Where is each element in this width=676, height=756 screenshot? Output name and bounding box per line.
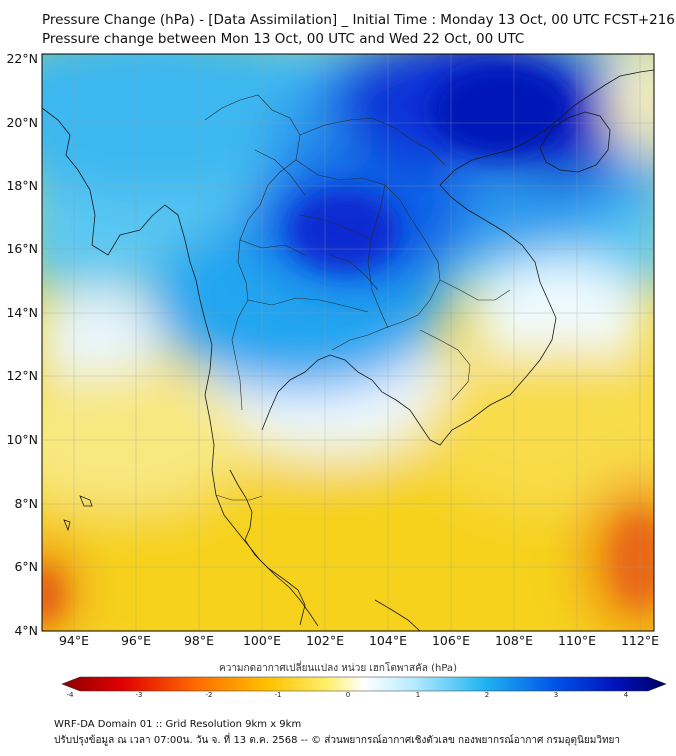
lon-tick-102e: 102°E bbox=[305, 633, 344, 648]
lon-tick-96e: 96°E bbox=[120, 633, 152, 648]
map-field bbox=[42, 54, 654, 631]
map-title: Pressure Change (hPa) - [Data Assimilati… bbox=[42, 12, 675, 28]
lat-tick-4n: 4°N bbox=[14, 623, 38, 638]
map-subtitle: Pressure change between Mon 13 Oct, 00 U… bbox=[42, 31, 525, 47]
lat-tick-10n: 10°N bbox=[6, 432, 38, 447]
lon-tick-110e: 110°E bbox=[557, 633, 596, 648]
footer-model-info: WRF-DA Domain 01 :: Grid Resolution 9km … bbox=[54, 719, 302, 730]
colorbar-tick: 0 bbox=[345, 691, 351, 699]
lat-tick-16n: 16°N bbox=[6, 241, 38, 256]
lon-tick-100e: 100°E bbox=[242, 633, 281, 648]
lat-tick-18n: 18°N bbox=[6, 178, 38, 193]
lat-tick-6n: 6°N bbox=[14, 559, 38, 574]
colorbar-tick: -4 bbox=[66, 691, 74, 699]
colorbar-label: ความกดอากาศเปลี่ยนแปลง หน่วย เฮกโตพาสคัล… bbox=[219, 663, 457, 674]
colorbar-tick: 3 bbox=[553, 691, 559, 699]
colorbar-tick: -3 bbox=[135, 691, 143, 699]
lat-tick-22n: 22°N bbox=[6, 51, 38, 66]
plot-frame bbox=[41, 53, 655, 632]
lat-tick-12n: 12°N bbox=[6, 368, 38, 383]
lon-tick-104e: 104°E bbox=[368, 633, 407, 648]
footer-credit: ปรับปรุงข้อมูล ณ เวลา 07:00น. วัน จ. ที่… bbox=[54, 735, 621, 746]
colorbar-tick: -2 bbox=[205, 691, 213, 699]
lon-tick-98e: 98°E bbox=[183, 633, 215, 648]
lon-tick-108e: 108°E bbox=[494, 633, 533, 648]
colorbar-tick: 1 bbox=[415, 691, 421, 699]
lon-tick-112e: 112°E bbox=[620, 633, 659, 648]
coastlines bbox=[42, 69, 654, 631]
lon-tick-94e: 94°E bbox=[58, 633, 90, 648]
colorbar-tick: -1 bbox=[274, 691, 282, 699]
lat-tick-14n: 14°N bbox=[6, 305, 38, 320]
country-borders bbox=[204, 94, 511, 501]
colorbar-tick: 2 bbox=[484, 691, 490, 699]
colorbar-tick: 4 bbox=[623, 691, 629, 699]
lat-tick-20n: 20°N bbox=[6, 115, 38, 130]
pressure-change-map bbox=[41, 53, 655, 632]
graticule bbox=[42, 54, 654, 631]
lat-tick-8n: 8°N bbox=[14, 496, 38, 511]
lon-tick-106e: 106°E bbox=[431, 633, 470, 648]
